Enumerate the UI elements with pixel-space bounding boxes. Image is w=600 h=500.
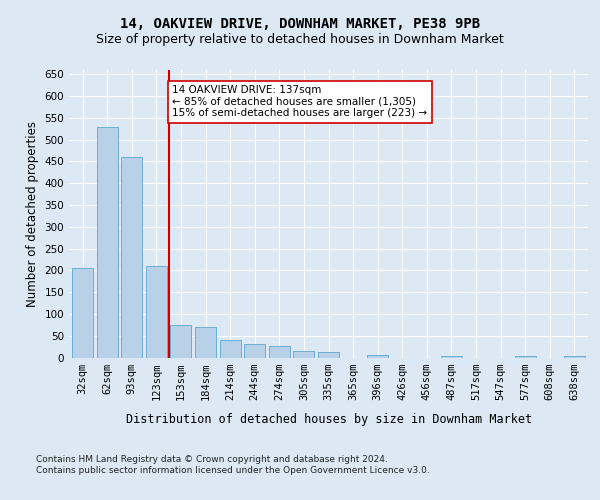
Bar	[146, 266, 167, 358]
Bar	[441, 356, 462, 358]
Bar	[121, 157, 142, 358]
Bar	[564, 356, 585, 358]
Bar	[293, 351, 314, 358]
Y-axis label: Number of detached properties: Number of detached properties	[26, 120, 39, 306]
Bar	[170, 325, 191, 358]
Text: Distribution of detached houses by size in Downham Market: Distribution of detached houses by size …	[126, 412, 532, 426]
Text: 14 OAKVIEW DRIVE: 137sqm
← 85% of detached houses are smaller (1,305)
15% of sem: 14 OAKVIEW DRIVE: 137sqm ← 85% of detach…	[172, 85, 427, 118]
Text: Size of property relative to detached houses in Downham Market: Size of property relative to detached ho…	[96, 32, 504, 46]
Bar	[515, 356, 536, 358]
Bar	[220, 340, 241, 357]
Bar	[195, 327, 216, 358]
Bar	[72, 268, 93, 358]
Bar	[244, 344, 265, 357]
Bar	[367, 356, 388, 358]
Bar	[269, 346, 290, 358]
Bar	[318, 352, 339, 358]
Bar	[97, 126, 118, 358]
Text: Contains HM Land Registry data © Crown copyright and database right 2024.
Contai: Contains HM Land Registry data © Crown c…	[36, 456, 430, 474]
Text: 14, OAKVIEW DRIVE, DOWNHAM MARKET, PE38 9PB: 14, OAKVIEW DRIVE, DOWNHAM MARKET, PE38 …	[120, 18, 480, 32]
